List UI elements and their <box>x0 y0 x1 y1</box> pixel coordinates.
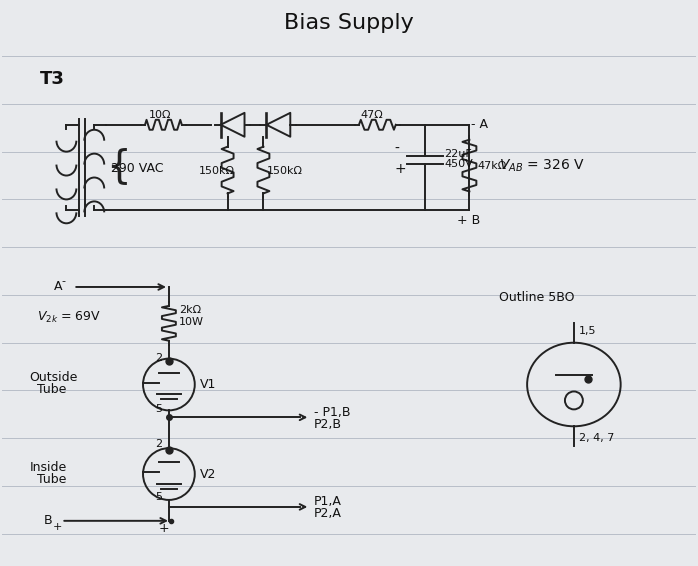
Text: +: + <box>52 522 62 532</box>
Text: P1,A: P1,A <box>314 495 342 508</box>
Text: 47Ω: 47Ω <box>360 110 383 120</box>
Text: 47kΩ: 47kΩ <box>477 161 507 170</box>
Text: +: + <box>159 522 170 535</box>
Text: + B: + B <box>457 214 481 227</box>
Text: Bias Supply: Bias Supply <box>284 13 414 33</box>
Text: -: - <box>61 276 66 286</box>
Text: - A: - A <box>471 118 489 131</box>
Text: V1: V1 <box>200 378 216 391</box>
Text: 1,5: 1,5 <box>579 326 596 336</box>
Text: Outline 5BO: Outline 5BO <box>499 291 574 305</box>
Text: 22uF: 22uF <box>445 149 473 158</box>
Text: 2, 4, 7: 2, 4, 7 <box>579 433 614 443</box>
Text: -: - <box>395 142 400 156</box>
Text: B: B <box>43 514 52 528</box>
Text: V2: V2 <box>200 468 216 481</box>
Text: $V_{AB}$ = 326 V: $V_{AB}$ = 326 V <box>499 157 585 174</box>
Text: {: { <box>106 147 131 185</box>
Text: Outside: Outside <box>29 371 78 384</box>
Text: 2: 2 <box>155 353 162 363</box>
Text: 10Ω: 10Ω <box>149 110 172 120</box>
Text: 2kΩ: 2kΩ <box>179 305 201 315</box>
Text: +: + <box>395 161 406 175</box>
Text: Tube: Tube <box>36 473 66 486</box>
Text: T3: T3 <box>40 70 64 88</box>
Text: A: A <box>54 281 62 294</box>
Text: 2: 2 <box>155 439 162 449</box>
Text: Inside: Inside <box>29 461 67 474</box>
Text: 10W: 10W <box>179 317 204 327</box>
Text: P2,A: P2,A <box>314 507 342 520</box>
Text: 150kΩ: 150kΩ <box>199 165 235 175</box>
Text: 5: 5 <box>155 404 162 414</box>
Text: 5: 5 <box>155 492 162 502</box>
Text: P2,B: P2,B <box>314 418 342 431</box>
Text: 450V: 450V <box>445 158 473 169</box>
Text: - P1,B: - P1,B <box>314 406 350 419</box>
Text: $V_{2k}$ = 69V: $V_{2k}$ = 69V <box>36 310 101 325</box>
Text: 150kΩ: 150kΩ <box>267 165 302 175</box>
Text: Tube: Tube <box>36 383 66 396</box>
Text: 290 VAC: 290 VAC <box>111 162 163 175</box>
